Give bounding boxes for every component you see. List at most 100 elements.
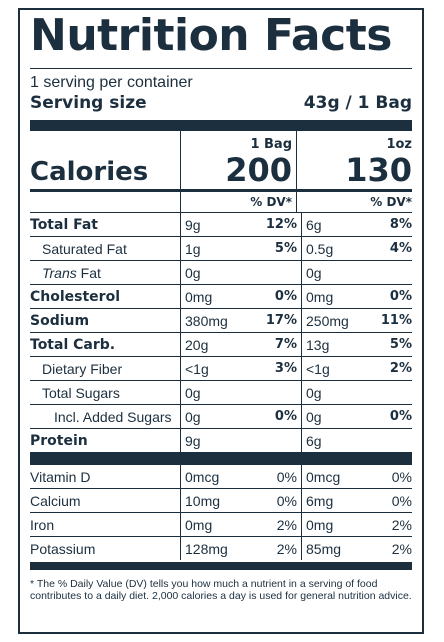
- vitamin-dv-oz: 0%: [391, 468, 412, 485]
- nutrient-dv-bag: 0%: [274, 409, 297, 424]
- dv-header-row: % DV* % DV*: [30, 189, 412, 213]
- calories-col-oz-unit: 1oz: [386, 137, 412, 152]
- thick-divider: [30, 562, 412, 570]
- vitamin-dv-bag: 0%: [276, 492, 297, 509]
- nutrient-row-cholesterol: Cholesterol 0mg 0% 0mg 0%: [30, 285, 412, 309]
- vitamin-name: Iron: [30, 516, 55, 533]
- thick-divider: [30, 120, 412, 131]
- nutrient-name: Saturated Fat: [42, 240, 127, 257]
- nutrient-dv-bag: 5%: [274, 241, 297, 256]
- nutrient-name: Sodium: [30, 312, 90, 329]
- calories-col-bag-value: 200: [225, 151, 292, 189]
- nutrient-dv-oz: 0%: [389, 289, 412, 304]
- vitamin-amount-bag: 0mg: [180, 513, 247, 536]
- nutrient-amount-oz: 0g: [301, 261, 366, 284]
- nutrient-row-total-fat: Total Fat 9g 12% 6g 8%: [30, 213, 412, 237]
- nutrient-name: Dietary Fiber: [42, 360, 123, 377]
- nutrient-name: Total Carb.: [30, 336, 116, 353]
- nutrition-facts-label: Nutrition Facts 1 serving per container …: [18, 8, 424, 634]
- nutrient-amount-bag: 0mg: [180, 285, 247, 308]
- nutrient-name: Total Sugars: [42, 384, 120, 401]
- nutrient-name: Incl. Added Sugars: [54, 408, 172, 425]
- nutrient-dv-bag: 17%: [265, 313, 297, 328]
- vitamin-amount-oz: 85mg: [301, 537, 366, 560]
- nutrient-dv-oz: [366, 381, 412, 404]
- nutrient-dv-bag: 12%: [265, 217, 297, 232]
- nutrient-dv-bag: [247, 429, 301, 452]
- vitamin-row-vitamin-d: Vitamin D 0mcg 0% 0mcg 0%: [30, 465, 412, 489]
- nutrient-amount-oz: 0.5g: [301, 237, 366, 260]
- nutrient-row-protein: Protein 9g 6g: [30, 429, 412, 452]
- nutrient-amount-oz: 6g: [301, 213, 366, 236]
- dv-header-oz: % DV*: [296, 192, 412, 212]
- nutrient-name: Total Fat: [30, 216, 99, 233]
- nutrient-amount-oz: 13g: [301, 333, 366, 356]
- nutrient-name-italic: Trans: [42, 264, 77, 281]
- servings-per-container: 1 serving per container: [30, 74, 193, 91]
- vitamin-name: Potassium: [30, 540, 96, 557]
- vitamin-amount-oz: 0mg: [301, 513, 366, 536]
- nutrient-row-dietary-fiber: Dietary Fiber <1g 3% <1g 2%: [30, 357, 412, 381]
- nutrient-dv-oz: 11%: [380, 313, 412, 328]
- nutrient-dv-oz: 2%: [389, 361, 412, 376]
- calories-row: Calories 1 Bag 200 1oz 130: [30, 131, 412, 189]
- footnote: * The % Daily Value (DV) tells you how m…: [30, 578, 412, 602]
- calories-col-oz: 1oz 130: [296, 131, 412, 189]
- vitamin-amount-oz: 0mcg: [301, 465, 366, 488]
- nutrient-dv-oz: 8%: [389, 217, 412, 232]
- nutrient-row-added-sugars: Incl. Added Sugars 0g 0% 0g 0%: [30, 405, 412, 429]
- label-title: Nutrition Facts: [30, 10, 392, 61]
- nutrient-name: Cholesterol: [30, 288, 120, 305]
- nutrient-row-sodium: Sodium 380mg 17% 250mg 11%: [30, 309, 412, 333]
- vitamin-row-potassium: Potassium 128mg 2% 85mg 2%: [30, 537, 412, 560]
- nutrient-dv-oz: [366, 261, 412, 284]
- divider: [30, 68, 412, 69]
- nutrient-amount-bag: 20g: [180, 333, 247, 356]
- nutrient-row-total-carb: Total Carb. 20g 7% 13g 5%: [30, 333, 412, 357]
- vitamin-dv-bag: 2%: [276, 540, 297, 557]
- dv-header-bag: % DV*: [180, 192, 296, 212]
- vitamin-amount-bag: 128mg: [180, 537, 247, 560]
- serving-size-value: 43g / 1 Bag: [303, 93, 412, 113]
- nutrient-amount-bag: 9g: [180, 429, 247, 452]
- nutrient-dv-oz: 4%: [389, 241, 412, 256]
- nutrient-amount-bag: 0g: [180, 381, 247, 404]
- nutrient-dv-oz: 5%: [389, 337, 412, 352]
- nutrient-table: Total Fat 9g 12% 6g 8% Saturated Fat 1g …: [30, 213, 412, 560]
- nutrient-name: Trans Fat: [30, 265, 180, 281]
- nutrient-amount-oz: 250mg: [301, 309, 366, 332]
- nutrient-dv-bag: 0%: [274, 289, 297, 304]
- nutrient-dv-oz: [366, 429, 412, 452]
- nutrient-amount-bag: 0g: [180, 261, 247, 284]
- vitamin-amount-oz: 6mg: [301, 489, 366, 512]
- vitamin-dv-bag: 0%: [276, 468, 297, 485]
- nutrient-amount-bag: 9g: [180, 213, 247, 236]
- vitamin-name: Calcium: [30, 492, 81, 509]
- vitamin-amount-bag: 10mg: [180, 489, 247, 512]
- nutrient-amount-oz: <1g: [301, 357, 366, 380]
- thick-divider: [30, 452, 412, 465]
- vitamin-dv-oz: 2%: [391, 540, 412, 557]
- nutrient-amount-bag: 380mg: [180, 309, 247, 332]
- vitamin-dv-oz: 2%: [391, 516, 412, 533]
- serving-size-label: Serving size: [30, 93, 147, 113]
- calories-col-bag-unit: 1 Bag: [250, 137, 292, 152]
- nutrient-row-saturated-fat: Saturated Fat 1g 5% 0.5g 4%: [30, 237, 412, 261]
- calories-label: Calories: [30, 157, 149, 187]
- nutrient-name-rest: Fat: [76, 264, 101, 281]
- nutrient-amount-oz: 0g: [301, 405, 366, 428]
- nutrient-amount-bag: 0g: [180, 405, 247, 428]
- calories-col-bag: 1 Bag 200: [180, 131, 296, 189]
- vitamin-dv-oz: 0%: [391, 492, 412, 509]
- nutrient-dv-bag: [247, 381, 301, 404]
- vitamin-dv-bag: 2%: [276, 516, 297, 533]
- nutrient-row-trans-fat: Trans Fat 0g 0g: [30, 261, 412, 285]
- nutrient-dv-bag: 3%: [274, 361, 297, 376]
- nutrient-amount-bag: <1g: [180, 357, 247, 380]
- nutrient-name: Protein: [30, 432, 88, 449]
- nutrient-dv-bag: 7%: [274, 337, 297, 352]
- vitamin-row-iron: Iron 0mg 2% 0mg 2%: [30, 513, 412, 537]
- nutrient-amount-bag: 1g: [180, 237, 247, 260]
- vitamin-amount-bag: 0mcg: [180, 465, 247, 488]
- serving-size-row: Serving size 43g / 1 Bag: [30, 92, 412, 114]
